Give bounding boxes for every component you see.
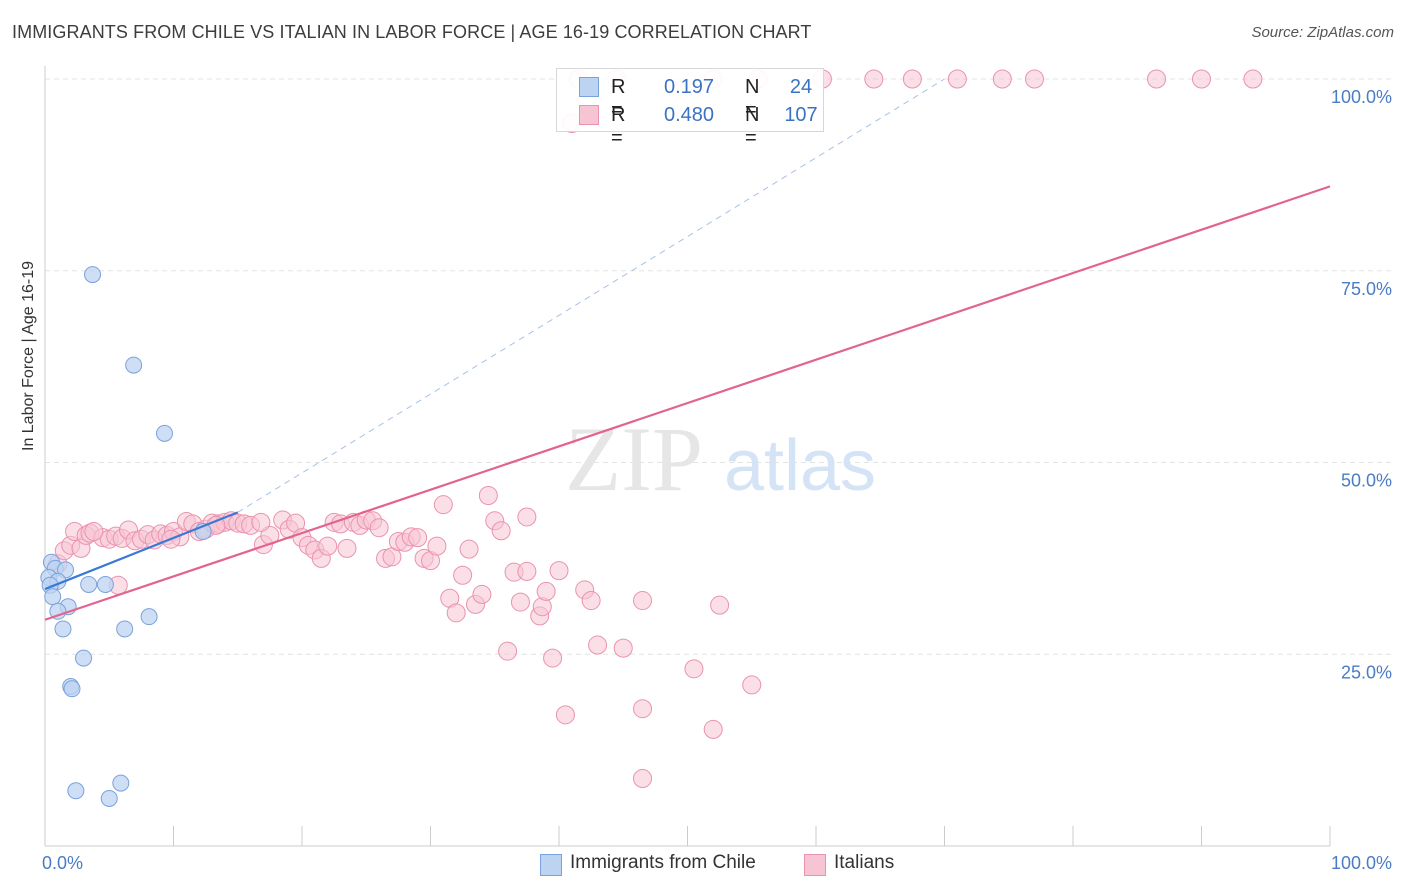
legend-swatch-italians (579, 105, 599, 125)
chile-point (96, 575, 114, 593)
italians-point (1024, 69, 1044, 89)
italians-point (633, 699, 653, 719)
italians-trend-line (44, 185, 1331, 621)
italians-point (498, 641, 518, 661)
italians-point (251, 512, 271, 532)
italians-point (510, 592, 530, 612)
italians-point (710, 595, 730, 615)
legend-r-value: 0.197 (663, 76, 715, 98)
italians-point (549, 561, 569, 581)
legend-r-label: R = (611, 104, 626, 149)
italians-point (459, 539, 479, 559)
italians-point (684, 659, 704, 679)
bottom-legend-swatch-italians (804, 854, 826, 876)
italians-point (433, 495, 453, 515)
italians-point (517, 561, 537, 581)
chart-title: IMMIGRANTS FROM CHILE VS ITALIAN IN LABO… (12, 22, 812, 42)
legend-n-value: 24 (789, 76, 813, 98)
italians-point (427, 536, 447, 556)
chile-trend-line (44, 511, 239, 591)
tick-labels: 25.0% 50.0% 75.0% 100.0% 0.0% 100.0% (42, 87, 1392, 873)
y-tick-label: 50.0% (1341, 471, 1392, 491)
x-tick-label: 100.0% (1331, 853, 1392, 873)
italians-point (318, 536, 338, 556)
italians-point (581, 591, 601, 611)
chile-point (63, 680, 81, 698)
italians-point (1192, 69, 1211, 89)
italians-point (491, 521, 511, 541)
italians-point (543, 648, 563, 668)
italians-point (84, 522, 104, 542)
italians-point (742, 675, 762, 695)
italians-point (453, 565, 473, 585)
chile-point (125, 356, 143, 374)
axes (44, 66, 1331, 847)
legend-n-label: N = (745, 76, 760, 121)
italians-point (703, 719, 723, 739)
italians-point (369, 518, 389, 538)
watermark: ZIP atlas (565, 408, 876, 510)
italians-point (517, 507, 537, 527)
legend-r-value: 0.480 (663, 104, 715, 126)
chile-point (116, 620, 134, 638)
legend-n-value: 107 (784, 104, 818, 126)
italians-point (588, 635, 608, 655)
chile-point (156, 424, 174, 442)
italians-point (536, 581, 556, 601)
italians-point (1243, 69, 1263, 89)
italians-point (555, 705, 575, 725)
chile-point (100, 789, 118, 807)
chile-point (112, 774, 130, 792)
gridlines (45, 78, 1392, 655)
stats-legend: R = 0.197 N = 24 R = 0.480 N = 107 (556, 68, 824, 149)
italians-point (864, 69, 884, 89)
italians-point (902, 69, 922, 89)
bottom-legend-swatch-chile (540, 854, 562, 876)
chile-point (49, 602, 67, 620)
italians-point (337, 538, 357, 558)
italians-point (633, 769, 653, 789)
bottom-legend-label-italians: Italians (834, 852, 895, 873)
legend-r-label: R = (611, 76, 626, 121)
x-tick-label: 0.0% (42, 853, 83, 873)
watermark-atlas: atlas (724, 426, 876, 506)
italians-point (472, 584, 492, 604)
chile-point (84, 266, 102, 284)
italians-point (478, 485, 498, 505)
chile-point (75, 649, 93, 667)
italians-point (992, 69, 1012, 89)
chile-point (67, 782, 85, 800)
italians-point (613, 638, 633, 658)
y-tick-label: 25.0% (1341, 662, 1392, 682)
chile-point (140, 608, 158, 626)
italians-point (1147, 69, 1167, 89)
bottom-legend-label-chile: Immigrants from Chile (570, 852, 756, 873)
y-tick-label: 100.0% (1331, 87, 1392, 107)
chile-point (80, 575, 98, 593)
legend-swatch-chile (579, 77, 599, 97)
y-axis-label: In Labor Force | Age 16-19 (20, 260, 37, 451)
italians-point (408, 528, 428, 548)
source-label: Source: ZipAtlas.com (1251, 24, 1394, 41)
italians-point (446, 603, 466, 623)
chile-point (54, 620, 72, 638)
trend-lines (44, 78, 1331, 621)
italians-point (947, 69, 967, 89)
chile-point (44, 588, 62, 606)
watermark-zip: ZIP (565, 408, 703, 510)
legend-n-label: N = (745, 104, 760, 149)
y-tick-label: 75.0% (1341, 279, 1392, 299)
italians-point (633, 591, 653, 611)
